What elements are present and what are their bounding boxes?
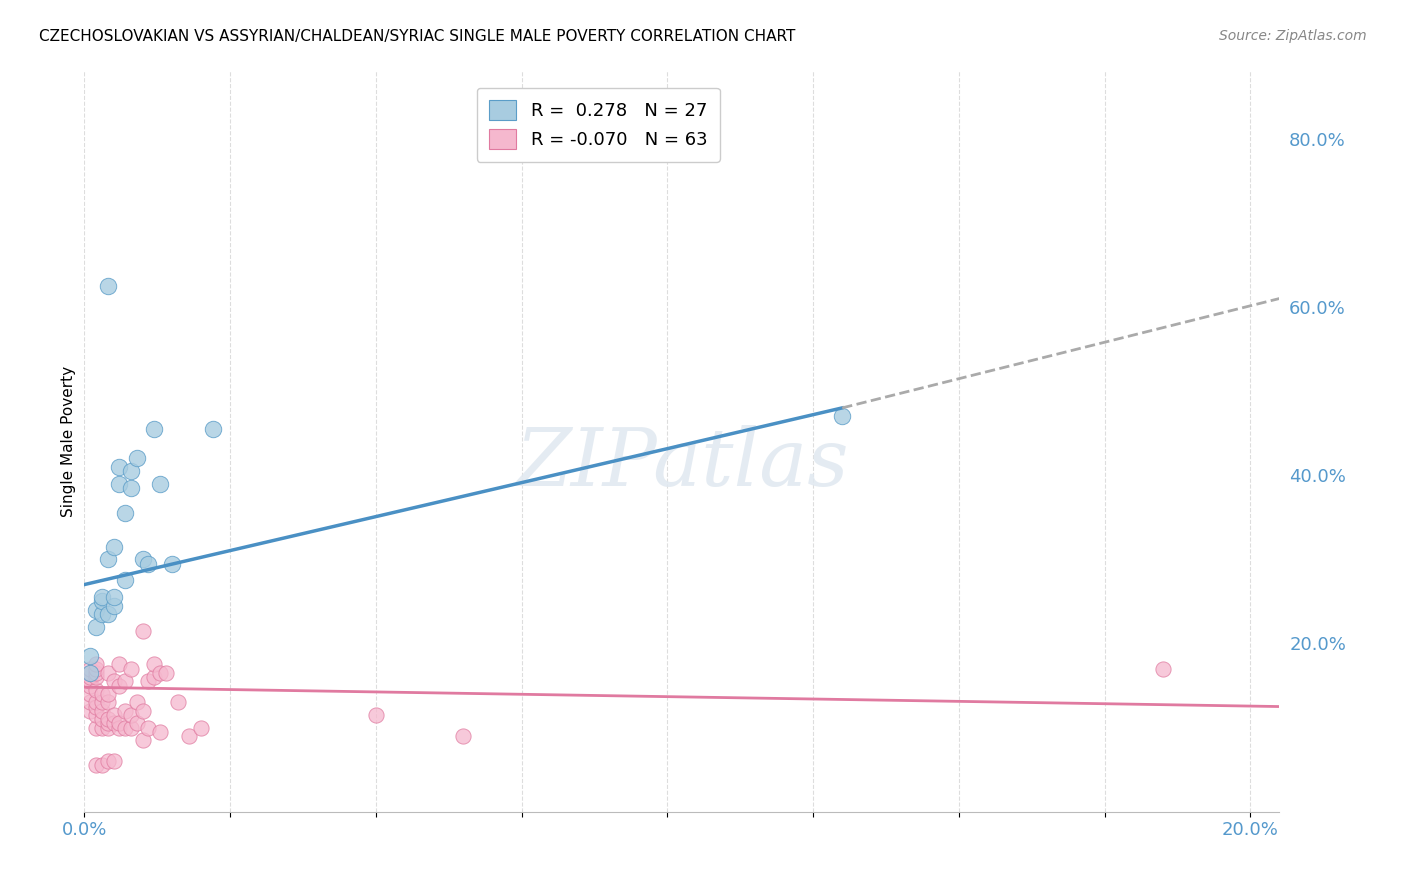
Point xyxy=(125,451,148,466)
Point xyxy=(84,603,107,617)
Point xyxy=(166,695,188,709)
Point xyxy=(90,695,112,709)
Point xyxy=(149,665,172,680)
Point xyxy=(364,708,387,723)
Point xyxy=(79,665,101,680)
Point xyxy=(79,665,101,680)
Point xyxy=(90,704,112,718)
Point xyxy=(131,624,153,638)
Point xyxy=(84,619,107,633)
Point xyxy=(97,687,120,701)
Point xyxy=(831,409,853,424)
Point xyxy=(79,679,101,693)
Point xyxy=(114,574,136,588)
Point xyxy=(103,708,125,723)
Point xyxy=(84,695,107,709)
Point xyxy=(131,704,153,718)
Point xyxy=(453,729,475,743)
Point xyxy=(79,704,101,718)
Point xyxy=(108,657,131,672)
Point xyxy=(84,699,107,714)
Point xyxy=(84,721,107,735)
Point xyxy=(138,674,160,689)
Legend: R =  0.278   N = 27, R = -0.070   N = 63: R = 0.278 N = 27, R = -0.070 N = 63 xyxy=(477,87,720,161)
Point xyxy=(149,724,172,739)
Point xyxy=(79,695,101,709)
Point xyxy=(97,695,120,709)
Point xyxy=(90,607,112,621)
Point xyxy=(103,754,125,768)
Point xyxy=(114,674,136,689)
Point xyxy=(84,665,107,680)
Point xyxy=(79,649,101,664)
Point xyxy=(143,422,166,436)
Point xyxy=(103,599,125,613)
Point xyxy=(84,758,107,772)
Point xyxy=(131,733,153,747)
Point xyxy=(155,665,177,680)
Point xyxy=(97,754,120,768)
Point xyxy=(125,695,148,709)
Point xyxy=(97,721,120,735)
Point xyxy=(120,481,142,495)
Point xyxy=(84,708,107,723)
Point xyxy=(138,721,160,735)
Point xyxy=(79,670,101,684)
Point xyxy=(79,687,101,701)
Point xyxy=(90,758,112,772)
Point xyxy=(90,594,112,608)
Point xyxy=(125,716,148,731)
Point xyxy=(120,464,142,478)
Point xyxy=(143,657,166,672)
Point xyxy=(103,674,125,689)
Point xyxy=(114,721,136,735)
Point xyxy=(179,729,201,743)
Point xyxy=(97,665,120,680)
Point xyxy=(90,590,112,604)
Point xyxy=(103,540,125,554)
Point xyxy=(1152,662,1174,676)
Point xyxy=(79,674,101,689)
Point xyxy=(114,506,136,520)
Point xyxy=(90,687,112,701)
Point xyxy=(97,716,120,731)
Point xyxy=(201,422,224,436)
Point xyxy=(190,721,212,735)
Point xyxy=(138,557,160,571)
Text: CZECHOSLOVAKIAN VS ASSYRIAN/CHALDEAN/SYRIAC SINGLE MALE POVERTY CORRELATION CHAR: CZECHOSLOVAKIAN VS ASSYRIAN/CHALDEAN/SYR… xyxy=(39,29,796,44)
Point xyxy=(103,716,125,731)
Point xyxy=(108,716,131,731)
Point xyxy=(131,552,153,566)
Point xyxy=(97,712,120,726)
Point xyxy=(97,552,120,566)
Point xyxy=(90,721,112,735)
Point xyxy=(84,682,107,697)
Point xyxy=(149,476,172,491)
Point xyxy=(97,279,120,293)
Y-axis label: Single Male Poverty: Single Male Poverty xyxy=(60,366,76,517)
Point xyxy=(120,708,142,723)
Point xyxy=(79,662,101,676)
Point xyxy=(120,721,142,735)
Point xyxy=(103,590,125,604)
Point xyxy=(143,670,166,684)
Point xyxy=(108,721,131,735)
Point xyxy=(114,704,136,718)
Text: ZIPatlas: ZIPatlas xyxy=(515,425,849,502)
Point xyxy=(84,670,107,684)
Point xyxy=(108,459,131,474)
Text: Source: ZipAtlas.com: Source: ZipAtlas.com xyxy=(1219,29,1367,43)
Point xyxy=(120,662,142,676)
Point xyxy=(84,657,107,672)
Point xyxy=(108,476,131,491)
Point xyxy=(90,712,112,726)
Point xyxy=(97,607,120,621)
Point xyxy=(160,557,183,571)
Point xyxy=(108,679,131,693)
Point xyxy=(84,662,107,676)
